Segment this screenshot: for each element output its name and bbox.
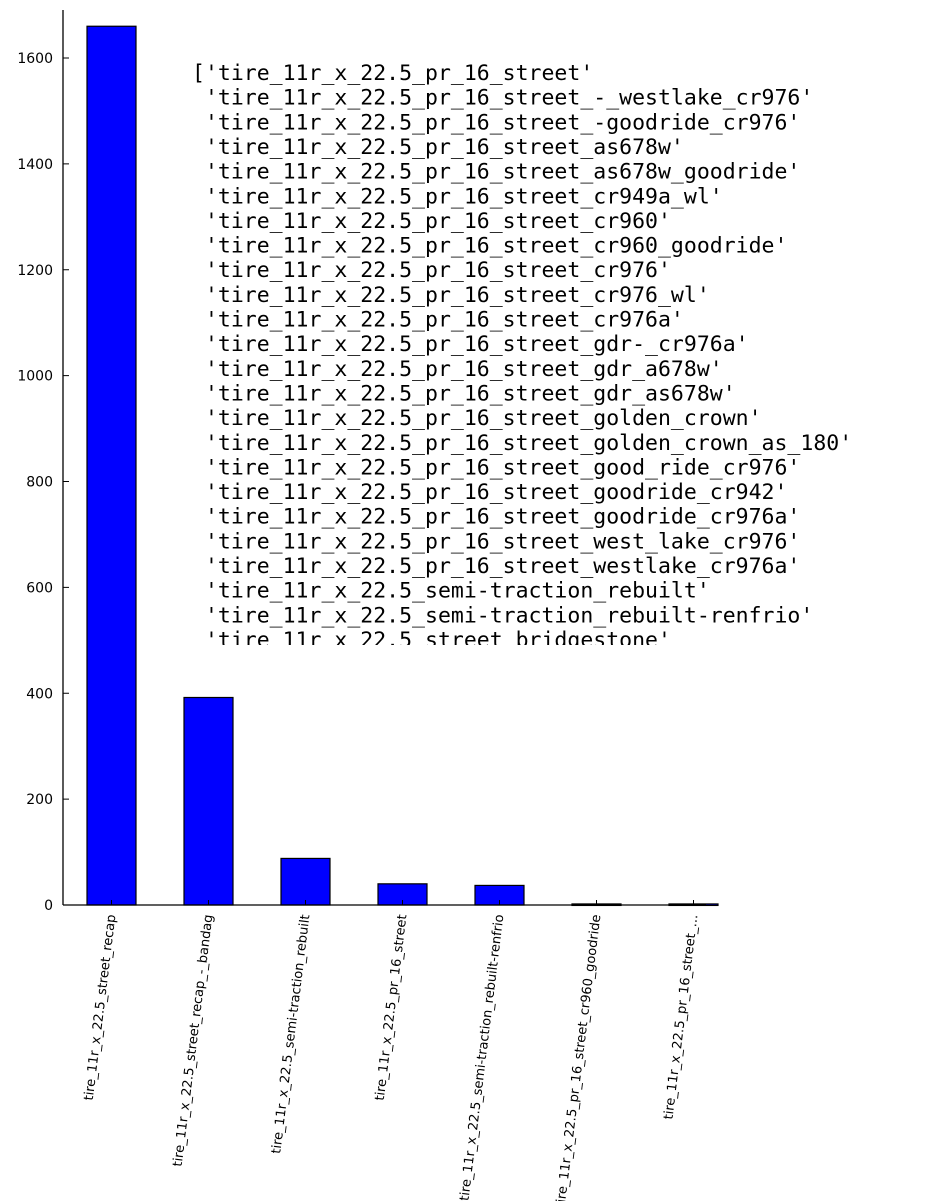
x-tick-label: tire_11r_x_22.5_street_recap bbox=[82, 914, 120, 1102]
overlay-line: 'tire_11r_x_22.5_pr_16_street_-goodride_… bbox=[192, 110, 800, 135]
x-tick-label: tire_11r_x_22.5_pr_16_street_cr960_goodr… bbox=[554, 914, 605, 1201]
overlay-line: 'tire_11r_x_22.5_pr_16_street_gdr_as678w… bbox=[192, 381, 736, 406]
bars-layer bbox=[86, 25, 719, 907]
y-tick-label: 400 bbox=[26, 686, 53, 702]
y-tick-label: 600 bbox=[26, 580, 53, 596]
y-tick-label: 1400 bbox=[17, 157, 53, 173]
overlay-line: 'tire_11r_x_22.5_pr_16_street_as678w' bbox=[192, 135, 684, 160]
overlay-line: 'tire_11r_x_22.5_pr_16_street_cr976' bbox=[192, 258, 671, 283]
x-tick-labels: tire_11r_x_22.5_street_recap tire_11r_x_2… bbox=[82, 914, 702, 1201]
overlay-line: 'tire_11r_x_22.5_pr_16_street_good_ride_… bbox=[192, 455, 800, 480]
x-tick-label: tire_11r_x_22.5_semi-traction_rebuilt-re… bbox=[457, 914, 507, 1201]
x-tick-label: tire_11r_x_22.5_pr_16_street_... bbox=[661, 914, 701, 1121]
bar bbox=[280, 857, 331, 906]
printed-array-overlay: ['tire_11r_x_22.5_pr_16_street' 'tire_11… bbox=[192, 61, 852, 653]
axes bbox=[62, 10, 706, 906]
x-tick-label: tire_11r_x_22.5_pr_16_street bbox=[373, 914, 411, 1102]
overlay-line: 'tire_11r_x_22.5_pr_16_street_westlake_c… bbox=[192, 554, 800, 579]
overlay-line: 'tire_11r_x_22.5_pr_16_street_west_lake_… bbox=[192, 529, 800, 554]
overlay-line: 'tire_11r_x_22.5_pr_16_street_cr960_good… bbox=[192, 234, 787, 259]
x-tick-label: tire_11r_x_22.5_street_recap_-_bandag bbox=[171, 914, 217, 1168]
y-tick-label: 1200 bbox=[17, 263, 53, 279]
overlay-line: 'tire_11r_x_22.5_pr_16_street_as678w_goo… bbox=[192, 160, 800, 185]
overlay-line: 'tire_11r_x_22.5_pr_16_street_gdr-_cr976… bbox=[192, 332, 749, 357]
overlay-line: 'tire_11r_x_22.5_pr_16_street_goodride_c… bbox=[192, 505, 800, 530]
y-tick-label: 0 bbox=[44, 898, 53, 914]
overlay-line: 'tire_11r_x_22.5_pr_16_street_gdr_a678w' bbox=[192, 357, 723, 382]
overlay-line: 'tire_11r_x_22.5_pr_16_street_cr960' bbox=[192, 209, 671, 234]
overlay-line: 'tire_11r_x_22.5_pr_16_street_cr976_wl' bbox=[192, 283, 710, 308]
y-tick-label: 1600 bbox=[17, 51, 53, 67]
bar bbox=[86, 25, 137, 906]
x-tick-label: tire_11r_x_22.5_semi-traction_rebuilt bbox=[269, 914, 313, 1155]
y-tick-labels: 0 200 400 600 800 1000 1200 1400 1600 bbox=[17, 51, 53, 914]
overlay-line: 'tire_11r_x_22.5_pr_16_street_golden_cro… bbox=[192, 406, 762, 431]
y-tick-label: 200 bbox=[26, 792, 53, 808]
overlay-line: 'tire_11r_x_22.5_semi-traction_rebuilt-r… bbox=[192, 603, 813, 628]
overlay-line: 'tire_11r_x_22.5_pr_16_street_-_westlake… bbox=[192, 86, 813, 111]
overlay-line: 'tire_11r_x_22.5_pr_16_street_cr976a' bbox=[192, 308, 684, 333]
bar bbox=[183, 696, 234, 906]
overlay-line: 'tire_11r_x_22.5_pr_16_street_cr949a_wl' bbox=[192, 184, 723, 209]
overlay-line: ['tire_11r_x_22.5_pr_16_street' bbox=[192, 61, 593, 86]
overlay-line: 'tire_11r_x_22.5_semi-traction_rebuilt' bbox=[192, 579, 710, 604]
y-tick-label: 1000 bbox=[17, 369, 53, 385]
overlay-line: 'tire_11r_x_22.5_pr_16_street_goodride_c… bbox=[192, 480, 787, 505]
y-tick-label: 800 bbox=[26, 475, 53, 491]
overlay-line: 'tire 11r x 22.5 street bridgestone' bbox=[192, 628, 671, 653]
overlay-line: 'tire_11r_x_22.5_pr_16_street_golden_cro… bbox=[192, 431, 852, 456]
